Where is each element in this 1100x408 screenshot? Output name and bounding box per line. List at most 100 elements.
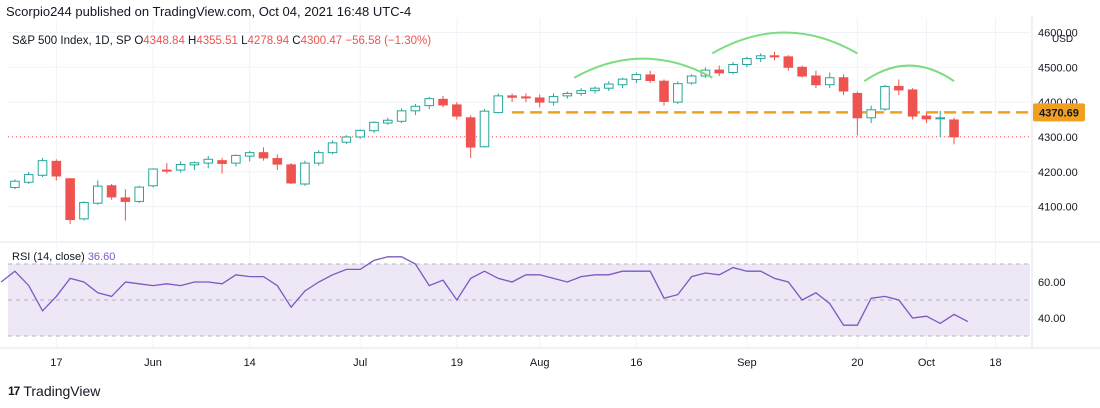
candle-body [493,95,504,114]
candle [769,51,780,61]
close-label: C [292,35,300,47]
candle [507,93,517,103]
candle-body [65,178,75,221]
candle-body [162,169,172,172]
candle [175,161,186,173]
candle [203,156,214,169]
candle-body [603,83,614,89]
candle-body [341,136,352,143]
candle [369,121,379,133]
footer-brand[interactable]: 17 TradingView [8,383,100,399]
candle [866,105,876,124]
candle-body [203,158,214,164]
price-tick-label: 4500.00 [1038,62,1078,74]
candle-body [755,55,766,60]
candle-body [811,75,821,86]
candle [410,103,421,116]
candle-body [10,180,20,188]
candle-body [396,110,407,122]
candle [852,91,863,136]
candle-body [742,58,752,66]
candle-body [783,56,794,68]
candle [548,93,559,106]
low-label: L [241,35,248,47]
candle [327,140,338,155]
candle-body [521,96,531,99]
candle [907,88,918,120]
candle-body [590,87,600,92]
candle-body [148,168,158,187]
candle-body [576,90,586,94]
candle [37,157,48,178]
chart-canvas[interactable]: 4600.004500.004400.004300.004200.004100.… [0,0,1100,380]
candle-body [949,119,959,138]
time-tick-label: 16 [630,357,642,369]
time-tick-label: Sep [737,357,757,369]
rsi-value: 36.60 [88,251,116,263]
candle-body [507,95,517,98]
candle-body [369,121,379,132]
candle-body [189,162,200,166]
time-tick-label: 19 [451,357,463,369]
symbol-title: S&P 500 Index, 1D, SP [12,35,134,47]
price-tick-label: 4200.00 [1038,167,1078,179]
candle [51,159,62,181]
candle-body [134,186,144,202]
candle-body [797,66,807,77]
candle [894,79,904,96]
high-label: H [188,35,196,47]
candle [92,180,103,205]
candle-body [383,119,393,124]
open-value: 4348.84 [143,35,188,47]
candle-body [438,98,448,106]
candle-body [51,160,62,177]
candle [258,147,269,161]
candle [728,62,738,75]
candle [673,81,683,104]
candle [603,81,614,91]
candle [714,65,725,76]
time-tick-label: 14 [244,357,256,369]
candle [65,178,75,225]
candle-body [562,92,573,97]
candle-body [907,89,918,117]
candle [797,65,807,78]
candle [590,86,600,94]
pattern-arc [573,57,713,79]
candle-body [935,117,946,120]
candle-body [258,152,269,159]
change-value: −56.58 (−1.30%) [345,35,431,47]
candle-body [313,152,324,164]
candle-body [410,105,421,112]
candle [244,150,255,162]
publish-info: Scorpio244 published on TradingView.com,… [6,4,412,19]
candle [949,117,959,145]
rsi-tick-label: 40.00 [1038,313,1066,325]
candle [617,77,628,89]
time-tick-label: 20 [851,357,863,369]
candle-body [424,98,435,107]
candle [783,55,794,71]
candle [10,179,20,190]
time-tick-label: Jul [353,357,367,369]
low-value: 4278.94 [248,35,293,47]
candle-body [838,77,849,92]
candle [921,112,932,124]
candle-body [175,163,186,171]
candle-body [686,75,697,84]
candle-body [617,78,628,86]
currency-label: USD [1052,34,1073,45]
candle-body [300,162,310,185]
candle [396,108,407,124]
candle-body [645,74,655,82]
brand-label: TradingView [23,383,101,399]
candle-body [728,64,738,74]
candle-body [92,185,103,204]
candle [880,84,890,111]
open-label: O [134,35,143,47]
candle [189,161,200,171]
candle [341,135,352,144]
candle-body [452,104,462,117]
candle-body [231,154,241,164]
candle [742,56,752,68]
